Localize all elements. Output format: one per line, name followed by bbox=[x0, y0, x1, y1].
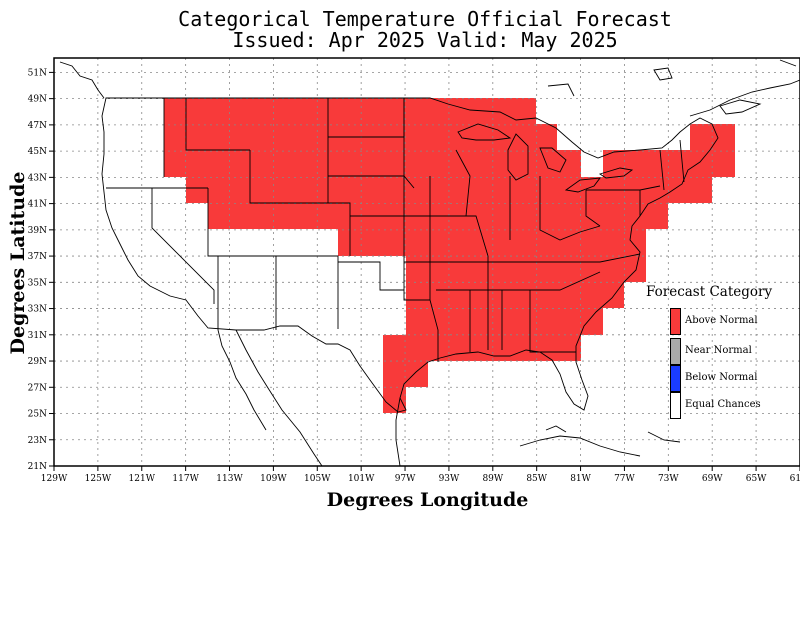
lat-tick-label: 23N bbox=[28, 436, 47, 446]
lon-tick-label: 77W bbox=[614, 474, 635, 484]
lon-tick-label: 73W bbox=[658, 474, 679, 484]
lon-tick-label: 129W bbox=[41, 474, 68, 484]
lat-tick-label: 33N bbox=[28, 305, 47, 315]
lon-tick-label: 89W bbox=[482, 474, 503, 484]
lat-tick-label: 37N bbox=[28, 252, 47, 262]
y-axis-label: Degrees Latitude bbox=[7, 171, 29, 355]
x-axis-label: Degrees Longitude bbox=[326, 489, 529, 511]
lon-tick-label: 105W bbox=[304, 474, 331, 484]
legend-label-above-normal: Above Normal bbox=[685, 315, 758, 326]
lon-tick-label: 93W bbox=[439, 474, 460, 484]
plot-frame bbox=[53, 57, 800, 467]
lat-tick-label: 49N bbox=[28, 95, 47, 105]
lat-tick-label: 43N bbox=[28, 173, 47, 183]
legend-title: Forecast Category bbox=[646, 284, 773, 300]
lat-tick-label: 29N bbox=[28, 357, 47, 367]
lat-tick-label: 47N bbox=[28, 121, 47, 131]
lon-tick-label: 101W bbox=[348, 474, 375, 484]
legend-swatch-above-normal bbox=[670, 308, 681, 335]
map-outlines bbox=[59, 59, 800, 466]
legend-swatch-equal-chances bbox=[670, 392, 681, 419]
above-normal-area bbox=[164, 98, 735, 413]
lon-tick-label: 61W bbox=[790, 474, 800, 484]
legend-swatch-below-normal bbox=[670, 365, 681, 392]
map-subtitle: Issued: Apr 2025 Valid: May 2025 bbox=[232, 28, 618, 52]
lat-tick-label: 21N bbox=[28, 462, 47, 472]
lat-tick-label: 45N bbox=[28, 147, 47, 157]
lon-tick-label: 69W bbox=[702, 474, 723, 484]
us-boundary bbox=[101, 97, 719, 413]
lon-tick-label: 121W bbox=[129, 474, 156, 484]
lon-tick-label: 109W bbox=[260, 474, 287, 484]
latitude-ticks: 21N 23N 25N 27N 29N 31N 33N 35N 37N 39N 41N 43N 45N 4… bbox=[28, 68, 54, 472]
lat-tick-label: 31N bbox=[28, 331, 47, 341]
above-normal-region bbox=[164, 98, 735, 413]
lat-tick-label: 51N bbox=[28, 68, 47, 78]
legend-label-below-normal: Below Normal bbox=[685, 372, 758, 383]
lon-tick-label: 65W bbox=[746, 474, 767, 484]
lat-tick-label: 25N bbox=[28, 410, 47, 420]
legend-label-equal-chances: Equal Chances bbox=[685, 399, 761, 410]
lat-tick-label: 41N bbox=[28, 200, 47, 210]
lon-tick-label: 125W bbox=[85, 474, 112, 484]
longitude-ticks: 129W 125W 121W 117W 113W 109W 105W 101W 97W 93W 89… bbox=[41, 466, 800, 484]
lat-tick-label: 39N bbox=[28, 226, 47, 236]
lon-tick-label: 113W bbox=[216, 474, 243, 484]
lon-tick-label: 97W bbox=[395, 474, 416, 484]
lat-tick-label: 35N bbox=[28, 278, 47, 288]
lon-tick-label: 117W bbox=[172, 474, 199, 484]
legend-label-near-normal: Near Normal bbox=[685, 345, 752, 356]
lat-tick-label: 27N bbox=[28, 383, 47, 393]
legend-swatch-near-normal bbox=[670, 338, 681, 365]
lon-tick-label: 81W bbox=[570, 474, 591, 484]
map-title: Categorical Temperature Official Forecas… bbox=[178, 7, 672, 31]
lon-tick-label: 85W bbox=[526, 474, 547, 484]
